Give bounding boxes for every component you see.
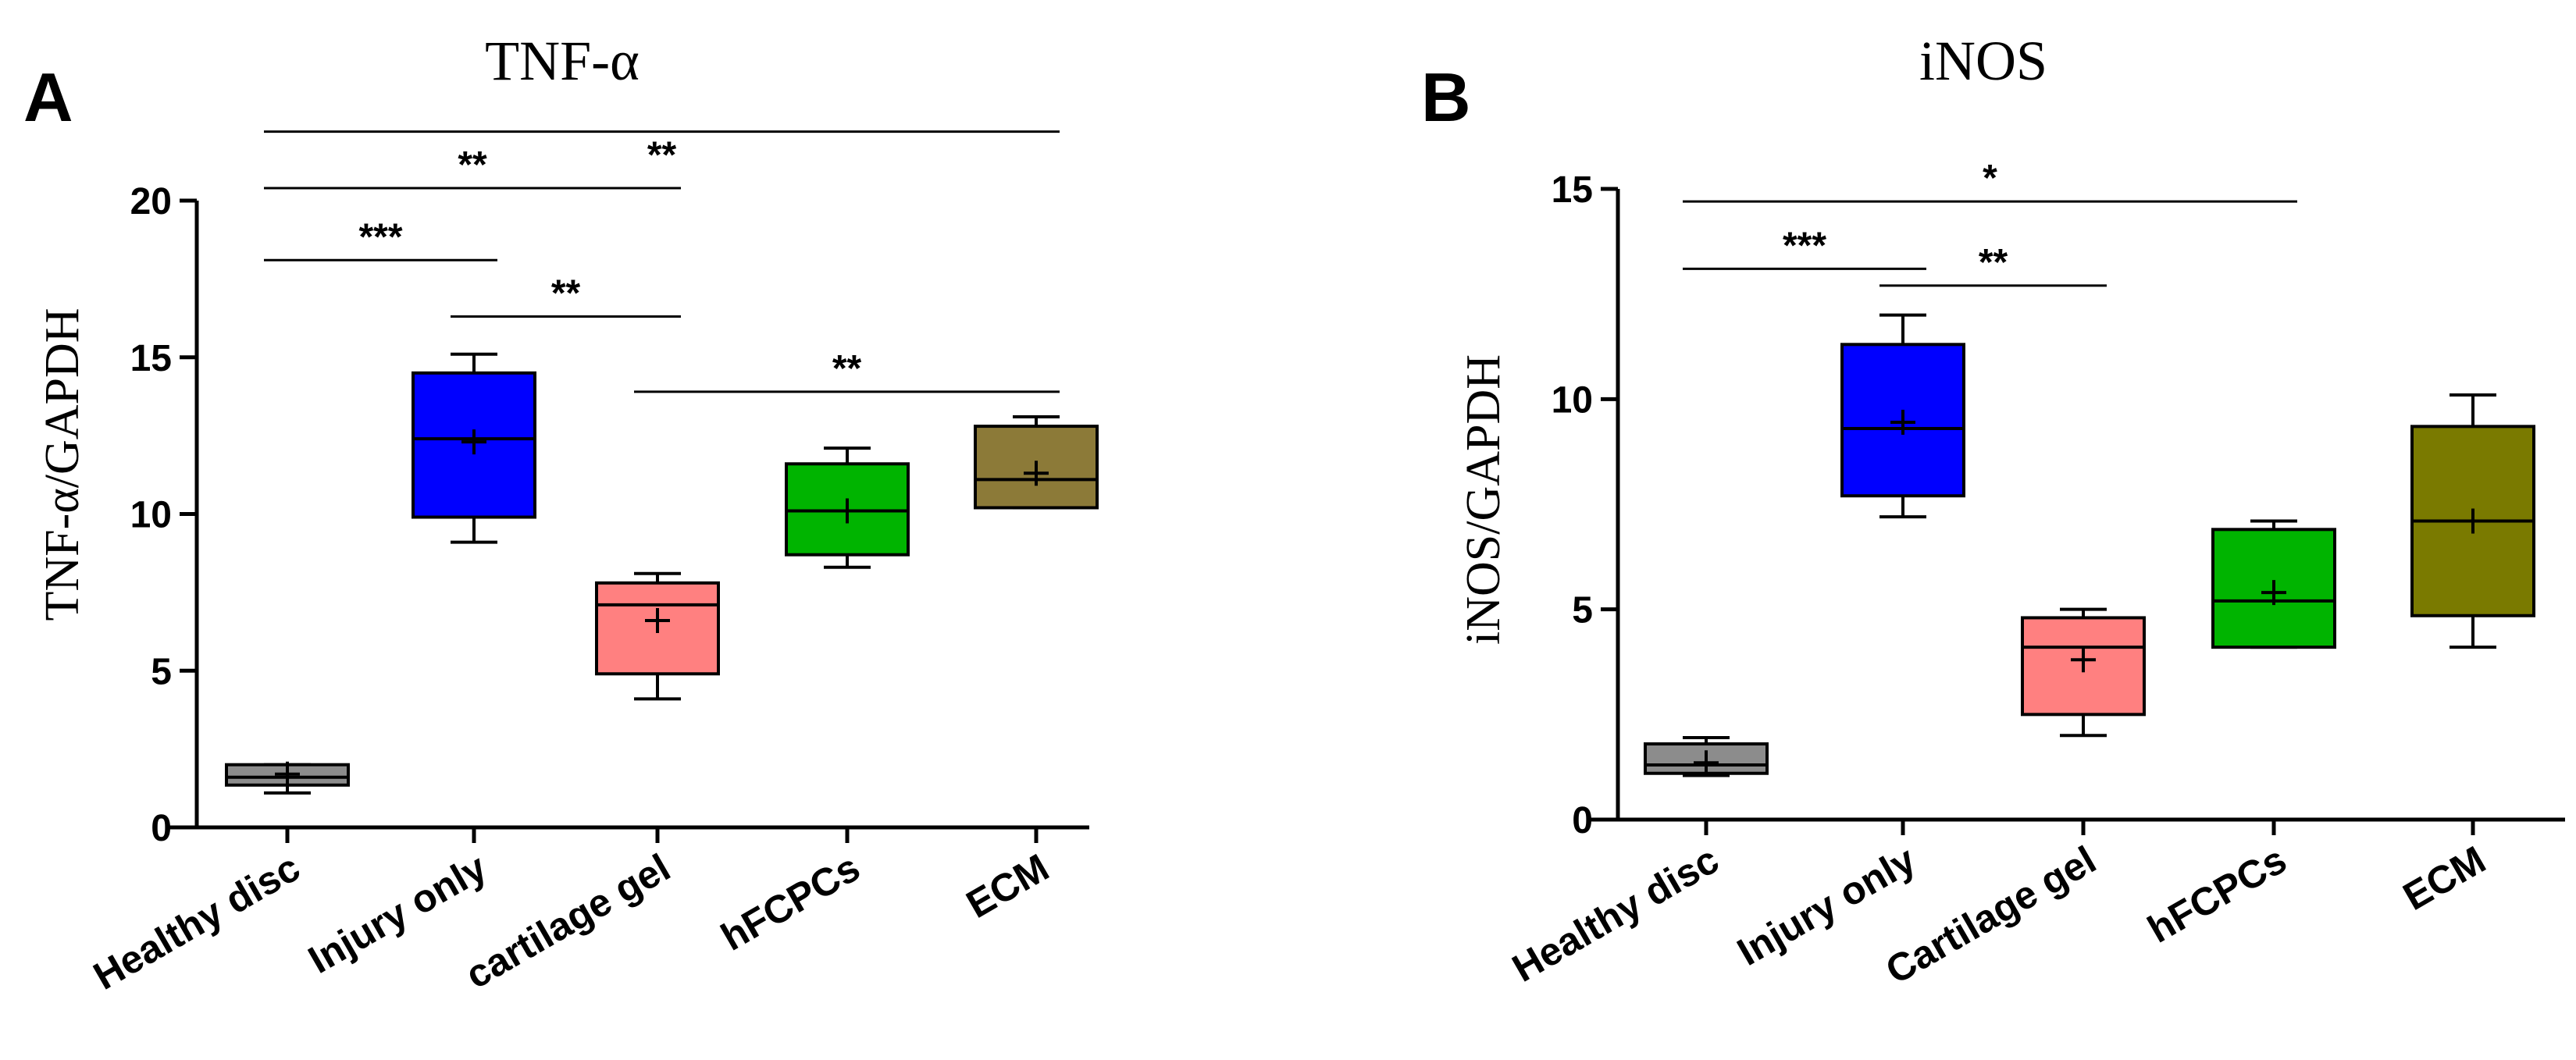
box-1 <box>412 352 536 544</box>
box-0 <box>1644 735 1769 777</box>
box-4 <box>2410 393 2535 649</box>
box-3 <box>785 446 910 569</box>
y-tick-label: 15 <box>130 338 172 379</box>
panel-letter-a: A <box>23 59 73 136</box>
significance-label: ** <box>647 135 677 176</box>
significance-label: *** <box>1783 225 1826 266</box>
significance-label: ** <box>458 144 487 186</box>
y-tick-label: 20 <box>130 181 172 222</box>
chart-title-inos: iNOS <box>1919 30 2047 92</box>
significance-label: ** <box>551 273 581 315</box>
y-tick-label: 5 <box>151 651 172 692</box>
box-4 <box>974 415 1099 510</box>
y-tick-label: 10 <box>130 495 172 536</box>
box-0 <box>225 761 350 795</box>
x-category-label: cartilage gel <box>458 845 678 997</box>
box-3 <box>2211 519 2336 649</box>
x-category-label: hFCPCs <box>714 845 867 959</box>
panel-letter-b: B <box>1421 59 1471 136</box>
y-tick-label: 10 <box>1552 379 1593 421</box>
y-tick-label: 5 <box>1572 590 1593 631</box>
y-axis-label-inos: iNOS/GAPDH <box>1457 354 1510 645</box>
significance-label: ** <box>1979 242 2008 283</box>
chart-title-tnf: TNF-α <box>485 30 640 92</box>
x-category-label: ECM <box>959 845 1056 927</box>
box-1 <box>1840 313 1965 519</box>
y-tick-label: 0 <box>1572 800 1593 841</box>
x-category-label: hFCPCs <box>2140 838 2293 952</box>
box-2 <box>2021 607 2146 738</box>
significance-label: *** <box>358 216 402 258</box>
x-category-label: ECM <box>2396 838 2492 919</box>
y-axis-label-tnf: TNF-α/GAPDH <box>36 308 89 621</box>
x-category-label: Healthy disc <box>1505 838 1726 991</box>
box-2 <box>595 571 720 701</box>
x-category-label: Healthy disc <box>86 845 307 998</box>
significance-label: ** <box>832 348 862 389</box>
significance-label: * <box>1983 158 1997 199</box>
y-tick-label: 15 <box>1552 169 1593 211</box>
